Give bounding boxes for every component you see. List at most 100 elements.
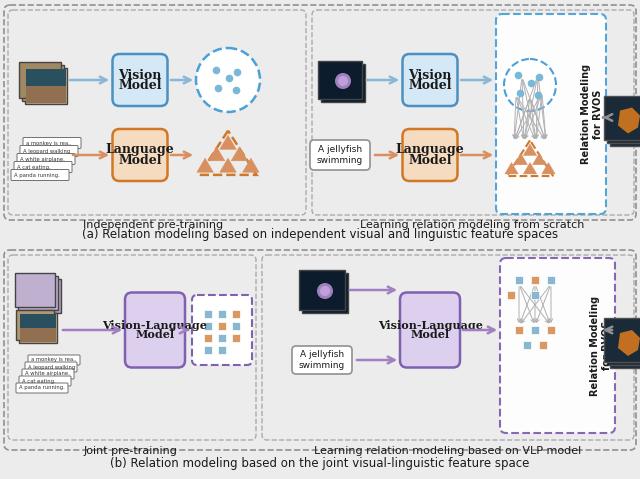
FancyBboxPatch shape [292, 346, 352, 374]
Bar [523, 341, 531, 349]
FancyBboxPatch shape [496, 14, 606, 214]
Bar [515, 276, 523, 284]
Bar [218, 310, 226, 318]
Circle shape [338, 76, 348, 86]
Text: Language: Language [106, 144, 174, 157]
FancyBboxPatch shape [610, 324, 640, 368]
Bar [204, 310, 212, 318]
Polygon shape [220, 135, 236, 149]
FancyBboxPatch shape [22, 65, 64, 101]
Text: (a) Relation modeling based on independent visual and linguistic feature spaces: (a) Relation modeling based on independe… [82, 228, 558, 241]
Polygon shape [208, 147, 225, 161]
Bar [20, 314, 56, 328]
Bar [204, 322, 212, 330]
FancyBboxPatch shape [14, 161, 72, 172]
Text: a monkey is rea..: a monkey is rea.. [31, 357, 76, 363]
Bar [218, 322, 226, 330]
Polygon shape [541, 162, 556, 174]
Text: Joint pre-training: Joint pre-training [83, 446, 177, 456]
Bar [20, 328, 56, 342]
FancyBboxPatch shape [400, 293, 460, 367]
FancyBboxPatch shape [25, 68, 67, 104]
Text: A cat eating.: A cat eating. [22, 378, 56, 384]
FancyBboxPatch shape [4, 5, 636, 220]
FancyBboxPatch shape [17, 153, 75, 164]
FancyBboxPatch shape [16, 383, 68, 393]
Polygon shape [220, 158, 236, 172]
Text: Learning relation modeling from scratch: Learning relation modeling from scratch [360, 220, 584, 230]
FancyBboxPatch shape [312, 10, 634, 215]
FancyBboxPatch shape [19, 313, 57, 343]
FancyBboxPatch shape [604, 318, 640, 362]
FancyBboxPatch shape [20, 146, 78, 157]
Text: Vision-Language: Vision-Language [102, 320, 207, 331]
FancyBboxPatch shape [604, 95, 640, 139]
Text: A jellyfish
swimming: A jellyfish swimming [299, 350, 345, 370]
Text: A white airplane.: A white airplane. [25, 372, 70, 376]
Bar [232, 334, 240, 342]
FancyBboxPatch shape [28, 355, 80, 365]
Bar [26, 69, 66, 86]
FancyBboxPatch shape [321, 64, 365, 102]
FancyBboxPatch shape [310, 140, 370, 170]
Text: A jellyfish
swimming: A jellyfish swimming [317, 145, 363, 165]
FancyBboxPatch shape [403, 129, 458, 181]
Bar [204, 334, 212, 342]
FancyBboxPatch shape [22, 369, 74, 379]
Text: Independent pre-training: Independent pre-training [83, 220, 223, 230]
Bar [232, 322, 240, 330]
Polygon shape [618, 330, 640, 356]
Text: Model: Model [408, 79, 452, 91]
Bar [531, 291, 539, 299]
Bar [204, 346, 212, 354]
FancyBboxPatch shape [8, 10, 306, 215]
Text: Model: Model [118, 79, 162, 91]
FancyBboxPatch shape [113, 129, 168, 181]
Text: Vision: Vision [118, 68, 162, 81]
Circle shape [317, 283, 333, 299]
Text: (b) Relation modeling based on the joint visual-linguistic feature space: (b) Relation modeling based on the joint… [110, 457, 530, 470]
Text: Relation Modeling
for RVOS: Relation Modeling for RVOS [590, 296, 612, 396]
Text: A leopard walking: A leopard walking [28, 365, 76, 369]
Bar [507, 291, 515, 299]
FancyBboxPatch shape [113, 54, 168, 106]
Bar [218, 334, 226, 342]
Bar [218, 346, 226, 354]
Polygon shape [231, 147, 248, 161]
FancyBboxPatch shape [8, 255, 256, 440]
Text: Model: Model [408, 153, 452, 167]
Polygon shape [524, 144, 537, 156]
Polygon shape [243, 158, 259, 172]
Text: A panda running.: A panda running. [19, 386, 65, 390]
Polygon shape [514, 153, 527, 165]
Bar [232, 310, 240, 318]
Text: A leopard walking: A leopard walking [23, 148, 70, 153]
Text: A panda running.: A panda running. [14, 172, 60, 178]
Polygon shape [532, 153, 546, 165]
Text: Vision-Language: Vision-Language [378, 320, 483, 331]
Circle shape [504, 59, 556, 111]
FancyBboxPatch shape [607, 321, 640, 365]
FancyBboxPatch shape [125, 293, 185, 367]
Text: A cat eating.: A cat eating. [17, 164, 51, 170]
Bar [531, 326, 539, 334]
FancyBboxPatch shape [607, 99, 640, 142]
Circle shape [196, 48, 260, 112]
Text: a monkey is rea..: a monkey is rea.. [26, 140, 72, 146]
FancyBboxPatch shape [16, 310, 54, 340]
Text: Relation Modeling
for RVOS: Relation Modeling for RVOS [581, 64, 603, 164]
FancyBboxPatch shape [15, 273, 55, 307]
FancyBboxPatch shape [18, 276, 58, 310]
FancyBboxPatch shape [302, 273, 348, 313]
Bar [547, 276, 555, 284]
FancyBboxPatch shape [11, 170, 69, 181]
Bar [515, 326, 523, 334]
FancyBboxPatch shape [610, 102, 640, 146]
FancyBboxPatch shape [318, 61, 362, 99]
Text: Vision: Vision [408, 68, 452, 81]
Polygon shape [618, 107, 640, 134]
Polygon shape [197, 158, 214, 172]
Bar [547, 326, 555, 334]
Bar [539, 341, 547, 349]
FancyBboxPatch shape [21, 279, 61, 313]
